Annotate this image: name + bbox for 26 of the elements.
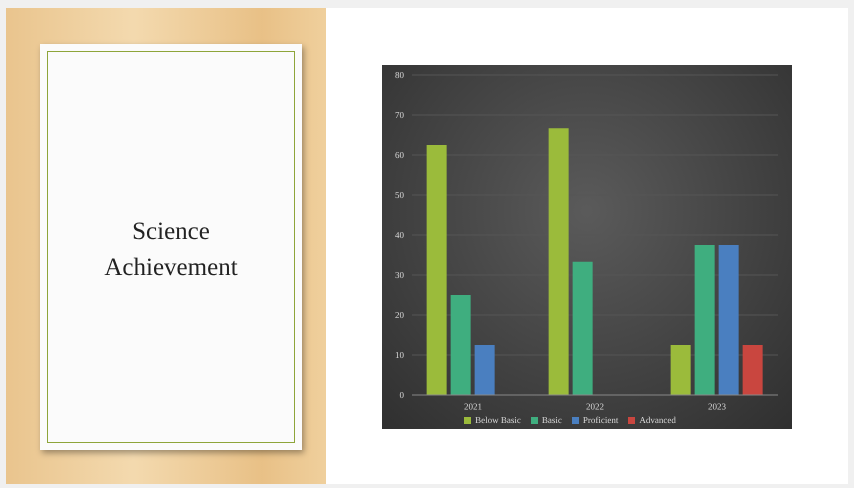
x-tick-label: 2022 <box>586 401 604 412</box>
legend-label: Below Basic <box>475 415 521 425</box>
y-tick-label: 0 <box>400 390 404 400</box>
legend-label: Basic <box>542 415 562 425</box>
y-tick-label: 60 <box>395 150 404 160</box>
y-tick-label: 10 <box>395 350 404 360</box>
y-tick-label: 30 <box>395 270 404 280</box>
bar <box>572 262 593 395</box>
bar <box>426 145 447 395</box>
bar <box>670 345 691 395</box>
y-tick-label: 40 <box>395 230 404 240</box>
legend-label: Proficient <box>582 415 618 425</box>
bar <box>548 128 569 395</box>
x-tick-label: 2023 <box>708 401 726 412</box>
y-tick-label: 80 <box>395 70 404 80</box>
bar <box>718 245 739 395</box>
bar <box>694 245 715 395</box>
y-tick-label: 50 <box>395 190 404 200</box>
bar <box>742 345 763 395</box>
bar <box>450 295 471 395</box>
y-tick-label: 20 <box>395 310 404 320</box>
legend-label: Advanced <box>639 415 676 425</box>
bar <box>474 345 495 395</box>
y-tick-label: 70 <box>395 110 404 120</box>
text: Science Achievement <box>103 217 239 283</box>
x-tick-label: 2021 <box>464 401 482 412</box>
